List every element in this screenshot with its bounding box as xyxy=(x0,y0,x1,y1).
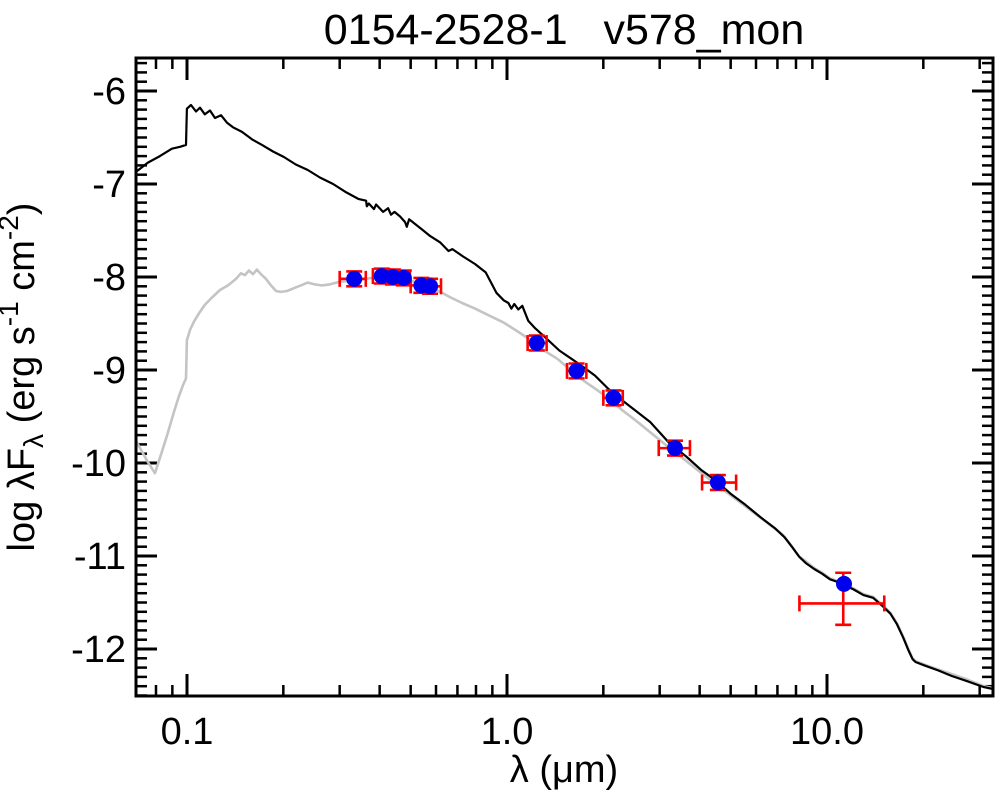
x-tick-label: 10.0 xyxy=(790,711,864,753)
x-tick-label: 1.0 xyxy=(481,711,534,753)
photometry-error-bars xyxy=(338,267,886,627)
y-tick-label: -11 xyxy=(74,536,126,578)
plot-frame xyxy=(134,56,995,698)
y-tick-label: -12 xyxy=(71,629,126,671)
axis-ticks xyxy=(136,58,993,697)
y-tick-label: -10 xyxy=(71,443,126,485)
photometry-point xyxy=(568,362,585,379)
y-tick-label: -9 xyxy=(92,350,126,392)
photometry-point xyxy=(395,269,412,286)
plot-title: 0154-2528-1 v578_mon xyxy=(324,6,805,54)
model-curves xyxy=(134,103,995,691)
y-axis-label: log λFλ (erg s-1 cm-2) xyxy=(0,203,49,552)
photometry-points xyxy=(346,268,852,592)
photometry-point xyxy=(528,335,545,351)
x-tick-label: 0.1 xyxy=(161,711,214,753)
model-unreddened-curve xyxy=(134,103,995,691)
y-tick-label: -8 xyxy=(92,257,126,299)
photometry-point xyxy=(346,270,363,287)
photometry-point xyxy=(605,389,622,406)
photometry-point xyxy=(422,278,439,295)
photometry-point xyxy=(667,440,683,457)
tick-labels: 0.1 1.0 10.0 -6 -7 -8 -9 -10 -11 -12 xyxy=(71,71,864,753)
photometry-point xyxy=(709,474,726,491)
y-tick-label: -7 xyxy=(92,164,126,206)
y-tick-label: -6 xyxy=(92,71,126,113)
photometry-point xyxy=(836,575,852,592)
model-reddened-curve xyxy=(134,268,995,690)
x-axis-label: λ (μm) xyxy=(510,749,618,791)
